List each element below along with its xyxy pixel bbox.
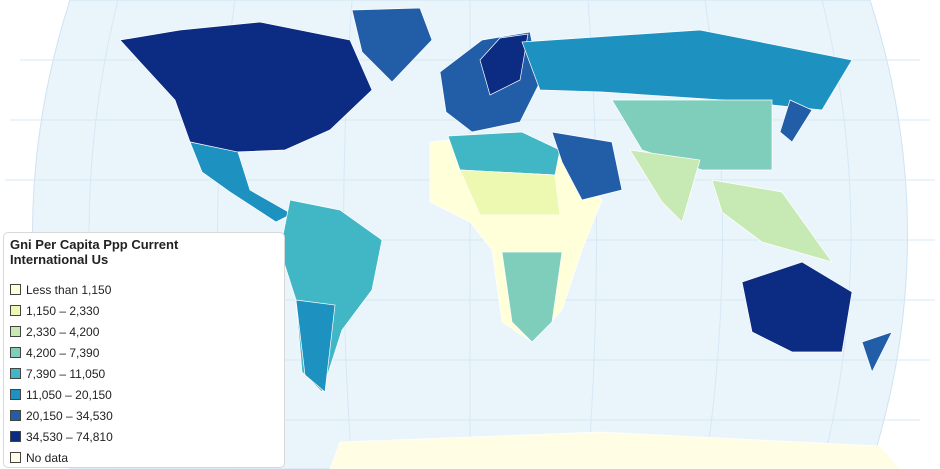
legend-swatch: [10, 326, 21, 337]
legend-label: 34,530 – 74,810: [26, 429, 113, 444]
legend-label: 1,150 – 2,330: [26, 303, 100, 318]
legend-label: Less than 1,150: [26, 282, 112, 297]
legend-item: 1,150 – 2,330: [10, 300, 278, 321]
southeast-asia: [711, 179, 833, 263]
legend-swatch: [10, 368, 21, 379]
antarctica: [329, 431, 901, 469]
central-america: [189, 141, 293, 223]
legend-item: Less than 1,150: [10, 279, 278, 300]
legend-label: 20,150 – 34,530: [26, 408, 113, 423]
legend-item: 7,390 – 11,050: [10, 363, 278, 384]
legend-label: 2,330 – 4,200: [26, 324, 100, 339]
middle-east: [551, 131, 623, 201]
sahel: [459, 169, 561, 216]
north-america: [119, 21, 373, 153]
legend-item: 4,200 – 7,390: [10, 342, 278, 363]
legend-item: 2,330 – 4,200: [10, 321, 278, 342]
greenland: [351, 7, 433, 83]
legend-label: 11,050 – 20,150: [26, 387, 112, 402]
legend-swatch: [10, 431, 21, 442]
legend-item: No data: [10, 447, 278, 468]
legend-title: Gni Per Capita Ppp Current International…: [10, 237, 179, 267]
new-zealand: [861, 331, 893, 373]
legend: Gni Per Capita Ppp Current International…: [3, 232, 285, 468]
legend-items: Less than 1,150 1,150 – 2,330 2,330 – 4,20…: [10, 279, 278, 468]
legend-item: 34,530 – 74,810: [10, 426, 278, 447]
legend-swatch: [10, 284, 21, 295]
legend-swatch: [10, 347, 21, 358]
legend-swatch: [10, 389, 21, 400]
australia: [741, 261, 853, 353]
south-america-south: [295, 299, 336, 393]
legend-swatch: [10, 410, 21, 421]
north-africa: [447, 131, 561, 176]
countries: [119, 7, 901, 469]
india: [629, 149, 701, 223]
legend-swatch: [10, 452, 21, 463]
legend-item: 11,050 – 20,150: [10, 384, 278, 405]
legend-swatch: [10, 305, 21, 316]
scandinavia: [479, 33, 529, 96]
legend-label: 7,390 – 11,050: [26, 366, 106, 381]
southern-africa: [501, 251, 563, 343]
central-asia: [611, 99, 773, 171]
legend-label: No data: [26, 450, 69, 465]
japan: [779, 99, 813, 143]
legend-label: 4,200 – 7,390: [26, 345, 100, 360]
legend-item: 20,150 – 34,530: [10, 405, 278, 426]
